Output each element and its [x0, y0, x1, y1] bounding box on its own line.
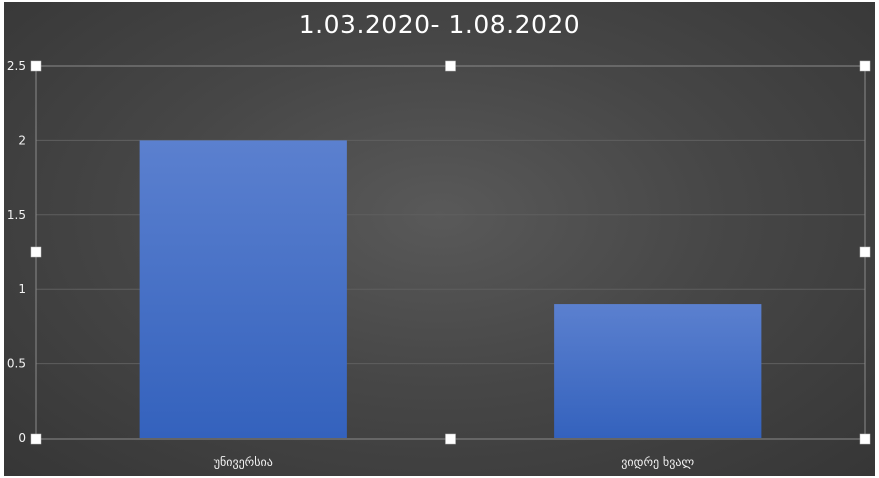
labels: 0 0.5 1 1.5 2 2.5 უნივერსია ვიდრე ხვალ [7, 59, 695, 469]
resize-handle[interactable] [30, 433, 42, 445]
bar[interactable] [139, 140, 347, 438]
y-tick-label: 1.5 [7, 208, 26, 222]
selection-handles [30, 60, 871, 445]
y-tick-label: 2 [18, 133, 26, 147]
y-tick-label: 2.5 [7, 59, 26, 73]
resize-handle[interactable] [859, 433, 871, 445]
chart-title: 1.03.2020- 1.08.2020 [298, 10, 581, 39]
y-tick-label: 0 [18, 431, 26, 445]
x-category-label: ვიდრე ხვალ [621, 455, 694, 469]
resize-handle[interactable] [30, 60, 42, 72]
x-category-label: უნივერსია [214, 455, 273, 469]
bar[interactable] [554, 304, 762, 438]
chart-area[interactable]: 1.03.2020- 1.08.2020 0 0.5 1 1.5 2 2.5 უნივერს… [4, 2, 875, 476]
y-tick-label: 1 [18, 282, 26, 296]
bars [139, 140, 762, 438]
y-tick-label: 0.5 [7, 357, 26, 371]
resize-handle[interactable] [445, 60, 456, 72]
resize-handle[interactable] [445, 433, 456, 445]
resize-handle[interactable] [30, 246, 42, 258]
chart-plot: 0 0.5 1 1.5 2 2.5 უნივერსია ვიდრე ხვალ [7, 59, 871, 469]
resize-handle[interactable] [859, 60, 871, 72]
resize-handle[interactable] [859, 246, 871, 258]
